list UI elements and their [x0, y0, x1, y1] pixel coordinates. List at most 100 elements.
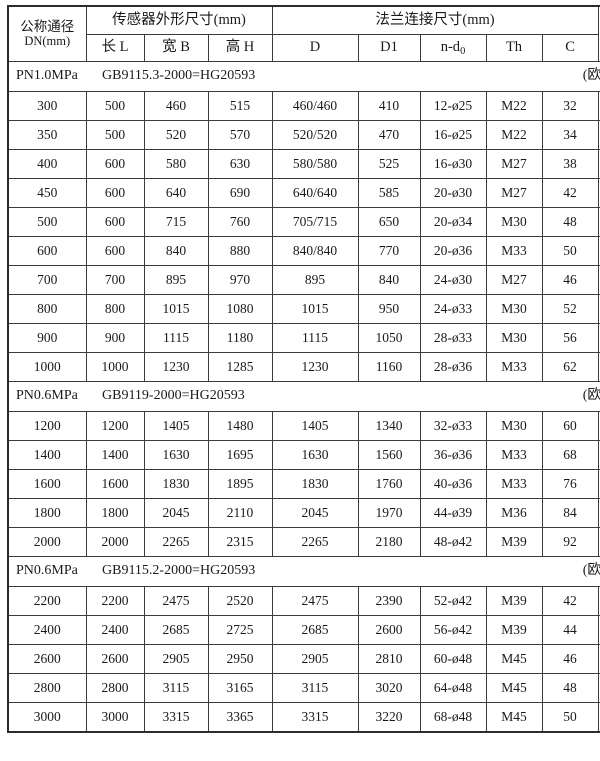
cell-length-l: 1000 [85, 352, 145, 382]
column-group-flange-dimensions: 法兰连接尺寸(mm) [271, 5, 599, 35]
cell-d1: 1160 [357, 352, 421, 382]
cell-height-h: 1180 [207, 323, 273, 353]
cell-width-b: 1630 [143, 440, 209, 470]
cell-th: M36 [485, 498, 543, 528]
cell-c: 44 [541, 615, 599, 645]
cell-c: 76 [541, 469, 599, 499]
cell-d1: 2180 [357, 527, 421, 557]
cell-length-l: 1800 [85, 498, 145, 528]
cell-d1: 410 [357, 91, 421, 121]
cell-length-l: 1600 [85, 469, 145, 499]
cell-d: 2685 [271, 615, 359, 645]
cell-dn: 450 [7, 178, 87, 208]
cell-length-l: 2200 [85, 586, 145, 616]
cell-height-h: 570 [207, 120, 273, 150]
cell-d: 3115 [271, 673, 359, 703]
cell-th: M30 [485, 207, 543, 237]
cell-dn: 600 [7, 236, 87, 266]
cell-d1: 1970 [357, 498, 421, 528]
nominal-diameter-title: 公称通径 [20, 19, 75, 35]
cell-d: 3315 [271, 702, 359, 733]
cell-height-h: 880 [207, 236, 273, 266]
section-header-cell: PN1.0MPa GB9115.3-2000=HG20593 (欧标体系) [7, 61, 600, 92]
cell-th: M30 [485, 411, 543, 441]
cell-th: M45 [485, 644, 543, 674]
cell-length-l: 1400 [85, 440, 145, 470]
cell-width-b: 2045 [143, 498, 209, 528]
cell-d: 1830 [271, 469, 359, 499]
cell-width-b: 2475 [143, 586, 209, 616]
section-standard-code: GB9119-2000=HG20593 [102, 388, 245, 404]
header-group-row: 公称通径 DN(mm) 传感器外形尺寸(mm) 法兰连接尺寸(mm) 重量 (K… [7, 5, 600, 62]
section-header-content: PN0.6MPa GB9119-2000=HG20593 (欧标体系) [9, 388, 600, 404]
column-header-c: C [541, 34, 599, 62]
cell-height-h: 1480 [207, 411, 273, 441]
cell-c: 46 [541, 265, 599, 295]
cell-dn: 2800 [7, 673, 87, 703]
n-d0-subscript: 0 [460, 46, 466, 58]
cell-dn: 2600 [7, 644, 87, 674]
cell-length-l: 2000 [85, 527, 145, 557]
cell-th: M30 [485, 323, 543, 353]
cell-d1: 470 [357, 120, 421, 150]
cell-dn: 1400 [7, 440, 87, 470]
cell-length-l: 1200 [85, 411, 145, 441]
cell-n-d0: 20-ø34 [419, 207, 487, 237]
cell-height-h: 760 [207, 207, 273, 237]
cell-height-h: 2315 [207, 527, 273, 557]
cell-height-h: 515 [207, 91, 273, 121]
cell-width-b: 895 [143, 265, 209, 295]
cell-c: 50 [541, 702, 599, 733]
section-header-cell: PN0.6MPa GB9119-2000=HG20593 (欧标体系) [7, 381, 600, 412]
cell-height-h: 970 [207, 265, 273, 295]
section-pressure-rating: PN0.6MPa [16, 563, 78, 579]
cell-dn: 1600 [7, 469, 87, 499]
cell-length-l: 600 [85, 236, 145, 266]
section-standard-system-note: (欧标体系) [582, 68, 600, 84]
cell-length-l: 3000 [85, 702, 145, 733]
cell-d1: 585 [357, 178, 421, 208]
cell-n-d0: 16-ø30 [419, 149, 487, 179]
cell-n-d0: 16-ø25 [419, 120, 487, 150]
cell-c: 48 [541, 673, 599, 703]
cell-n-d0: 68-ø48 [419, 702, 487, 733]
cell-width-b: 2265 [143, 527, 209, 557]
cell-height-h: 3165 [207, 673, 273, 703]
cell-d: 2265 [271, 527, 359, 557]
cell-width-b: 715 [143, 207, 209, 237]
cell-d1: 3020 [357, 673, 421, 703]
column-header-th: Th [485, 34, 543, 62]
cell-d: 2475 [271, 586, 359, 616]
cell-d1: 2390 [357, 586, 421, 616]
cell-c: 50 [541, 236, 599, 266]
section-header-content: PN1.0MPa GB9115.3-2000=HG20593 (欧标体系) [9, 68, 600, 84]
cell-n-d0: 60-ø48 [419, 644, 487, 674]
section-header-content: PN0.6MPa GB9115.2-2000=HG20593 (欧标体系) [9, 563, 600, 579]
cell-length-l: 800 [85, 294, 145, 324]
cell-width-b: 3315 [143, 702, 209, 733]
cell-dn: 350 [7, 120, 87, 150]
cell-width-b: 1405 [143, 411, 209, 441]
cell-length-l: 600 [85, 207, 145, 237]
cell-dn: 300 [7, 91, 87, 121]
cell-n-d0: 24-ø33 [419, 294, 487, 324]
section-standard-code: GB9115.2-2000=HG20593 [102, 563, 256, 579]
cell-d: 460/460 [271, 91, 359, 121]
cell-dn: 2000 [7, 527, 87, 557]
cell-height-h: 2950 [207, 644, 273, 674]
cell-c: 68 [541, 440, 599, 470]
cell-length-l: 600 [85, 178, 145, 208]
cell-c: 60 [541, 411, 599, 441]
cell-d: 1230 [271, 352, 359, 382]
cell-n-d0: 28-ø36 [419, 352, 487, 382]
